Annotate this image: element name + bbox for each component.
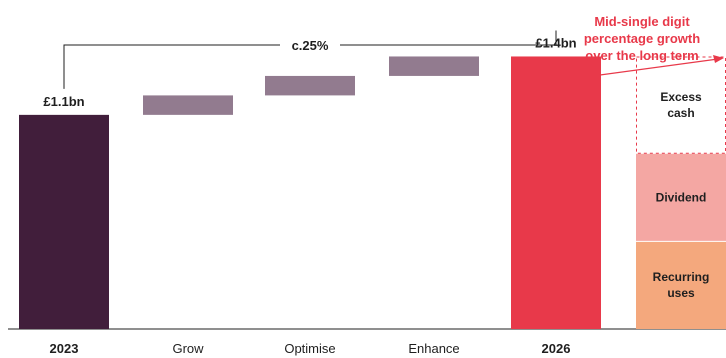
tick-label-optimise: Optimise <box>284 341 335 356</box>
segment-label-dividend: Dividend <box>656 191 707 205</box>
bracket-label: c.25% <box>292 38 329 53</box>
tick-label-grow: Grow <box>172 341 204 356</box>
bar-enhance <box>389 56 479 76</box>
tick-label-2026: 2026 <box>542 341 571 356</box>
growth-annotation: Mid-single digit percentage growth over th… <box>584 14 700 63</box>
segment-dividend <box>636 153 726 242</box>
allocation-stack: Recurring uses Dividend Excess cash <box>636 56 726 329</box>
segment-label-recurring-uses: Recurring uses <box>653 270 710 300</box>
tick-label-2023: 2023 <box>50 341 79 356</box>
bracket-left <box>63 44 280 89</box>
growth-arrow-head <box>713 55 724 63</box>
segment-recurring-uses <box>636 241 726 329</box>
bracket-right <box>340 30 557 46</box>
segment-excess-cash <box>636 56 726 154</box>
bar-optimise <box>265 75 355 96</box>
segment-label-excess-cash: Excess cash <box>660 90 702 120</box>
bar-2026 <box>511 56 601 329</box>
bars-layer <box>8 56 726 330</box>
data-label-2023: £1.1bn <box>43 94 84 109</box>
growth-arrow-line <box>599 58 719 76</box>
bar-grow <box>143 95 233 115</box>
tick-label-enhance: Enhance <box>408 341 459 356</box>
bar-2023 <box>19 114 109 329</box>
